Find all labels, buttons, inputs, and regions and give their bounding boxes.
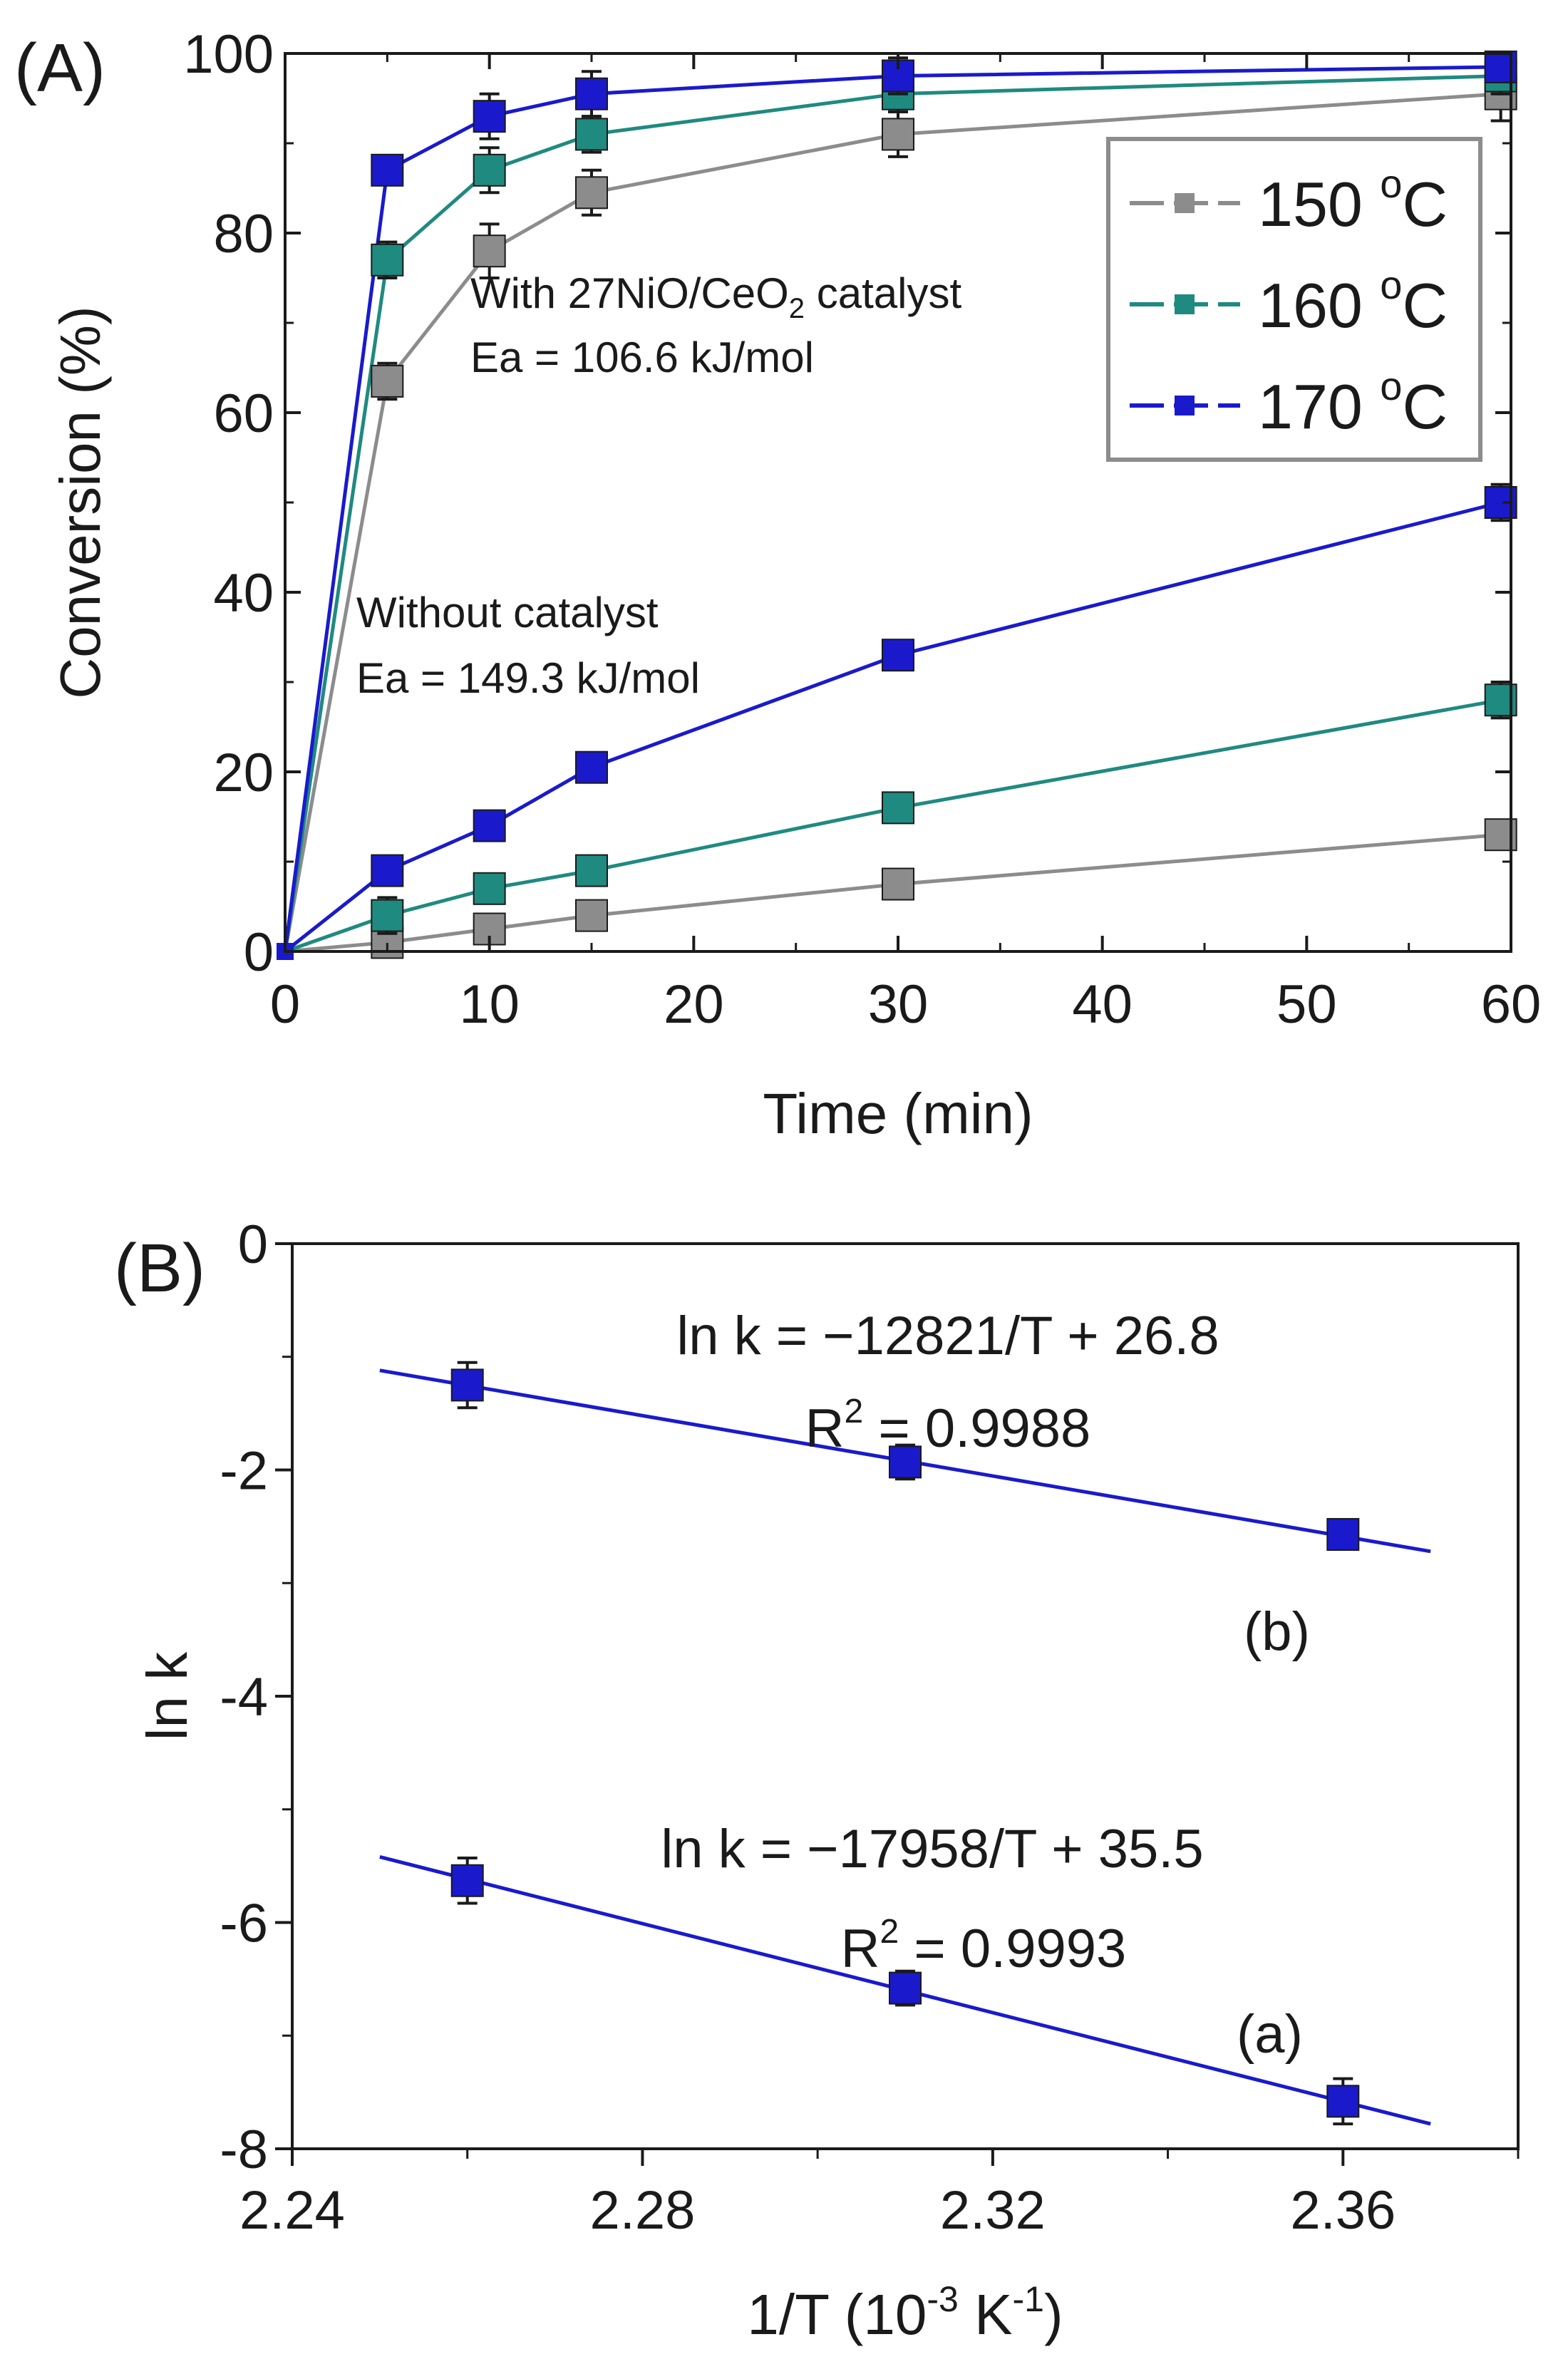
panel-b-ticks: 2.24 2.28 2.32 2.36 0 -2 -4 -6 -8 [220, 1214, 1520, 2241]
legend-marker-170 [1175, 396, 1195, 416]
series-line-with_catalyst-160 [283, 74, 1501, 952]
data-point-b-0 [450, 1368, 484, 1402]
data-point-with_catalyst-170-2 [473, 100, 506, 133]
y-tick-label: 100 [183, 24, 274, 85]
data-point-with_catalyst-170-3 [575, 77, 608, 110]
y-tick-label: -6 [220, 1894, 268, 1954]
data-point-without_catalyst-170-3 [575, 750, 608, 784]
x-tick-label: 50 [1276, 974, 1337, 1035]
y-tick-label: 60 [213, 383, 274, 444]
data-point-b-2 [1326, 1517, 1360, 1551]
y-tick-label: -4 [220, 1667, 268, 1728]
fit-equation-b: ln k = −12821/T + 26.8 [676, 1306, 1219, 1366]
without-catalyst-ea: Ea = 149.3 kJ/mol [356, 654, 700, 702]
panel-b-y-axis-label: ln k [135, 1651, 199, 1740]
data-point-with_catalyst-170-1 [371, 153, 404, 187]
y-tick-label: 20 [213, 743, 274, 803]
y-tick-label: -8 [220, 2120, 268, 2180]
data-point-without_catalyst-170-2 [473, 809, 506, 842]
x-tick-label: 2.36 [1290, 2180, 1396, 2241]
x-tick-label: 0 [270, 974, 300, 1035]
with-catalyst-annotation: With 27NiO/CeO2 catalyst [470, 269, 961, 324]
panel-a-x-axis-label: Time (min) [763, 1082, 1033, 1145]
y-tick-label: 80 [213, 204, 274, 264]
legend-label-150: 150 oC [1258, 161, 1448, 239]
x-tick-label: 20 [664, 974, 724, 1035]
data-point-without_catalyst-150-4 [882, 867, 914, 901]
data-point-with_catalyst-160-2 [473, 153, 506, 187]
data-point-with_catalyst-150-1 [371, 364, 404, 398]
series-line-with_catalyst-170 [283, 65, 1501, 952]
panel-a-y-axis-label: Conversion (%) [48, 306, 112, 698]
without-catalyst-annotation: Without catalyst [356, 589, 659, 636]
data-point-a-0 [450, 1864, 484, 1897]
data-point-without_catalyst-160-3 [575, 854, 608, 887]
data-point-b-1 [889, 1445, 922, 1479]
legend: 150 oC 160 oC 170 oC [1106, 137, 1482, 462]
data-point-with_catalyst-160-3 [575, 118, 608, 151]
legend-label-170: 170 oC [1258, 363, 1448, 442]
y-tick-label: 0 [244, 922, 274, 983]
y-tick-label: -2 [220, 1441, 268, 1502]
data-point-with_catalyst-150-4 [882, 118, 914, 151]
data-point-without_catalyst-160-2 [473, 872, 506, 905]
fit-r2-a: R2 = 0.9993 [841, 1913, 1127, 1979]
panel-a: (A) 0 10 20 30 40 50 60 0 20 40 60 80 100 Conversion… [14, 24, 1541, 1145]
series-line-without_catalyst-150 [284, 832, 1501, 954]
data-point-a-1 [889, 1971, 922, 2005]
series-label-a: (a) [1237, 2004, 1303, 2065]
y-tick-label: 0 [238, 1214, 268, 1275]
with-catalyst-ea: Ea = 106.6 kJ/mol [470, 334, 814, 381]
x-tick-label: 40 [1072, 974, 1133, 1035]
data-point-without_catalyst-170-4 [882, 639, 914, 672]
x-tick-label: 2.32 [940, 2180, 1046, 2241]
fit-equation-a: ln k = −17958/T + 35.5 [661, 1819, 1203, 1879]
series-line-with_catalyst-150 [283, 92, 1501, 952]
legend-label-160: 160 oC [1258, 262, 1448, 341]
data-point-without_catalyst-160-1 [371, 899, 404, 932]
legend-marker-150 [1175, 193, 1195, 213]
data-point-with_catalyst-150-2 [473, 234, 506, 268]
x-tick-label: 30 [868, 974, 929, 1035]
panel-b-x-axis-label: 1/T (10-3 K-1) [747, 2279, 1063, 2346]
x-tick-label: 2.28 [589, 2180, 695, 2241]
data-point-without_catalyst-160-4 [882, 791, 914, 825]
series-label-b: (b) [1244, 1601, 1310, 1662]
data-point-a-2 [1326, 2085, 1360, 2118]
panel-b-label: (B) [114, 1230, 205, 1306]
data-point-without_catalyst-170-1 [371, 854, 404, 887]
y-tick-label: 40 [213, 563, 274, 624]
x-tick-label: 10 [459, 974, 520, 1035]
data-point-without_catalyst-150-3 [575, 899, 608, 932]
series-line-without_catalyst-170 [284, 500, 1502, 953]
x-tick-label: 2.24 [239, 2180, 345, 2241]
x-tick-label: 60 [1481, 974, 1542, 1035]
panel-b: (B) 2.24 2.28 2.32 2.36 0 -2 -4 -6 -8 ln k 1/T (… [114, 1214, 1520, 2346]
fit-r2-b: R2 = 0.9988 [805, 1393, 1091, 1459]
data-point-with_catalyst-150-3 [575, 176, 608, 210]
series-line-without_catalyst-160 [284, 698, 1502, 954]
data-point-with_catalyst-160-1 [371, 243, 404, 277]
panel-a-label: (A) [14, 30, 105, 106]
legend-marker-160 [1175, 294, 1195, 314]
panel-a-ticks: 0 10 20 30 40 50 60 0 20 40 60 80 100 [183, 24, 1541, 1035]
legend-box [1106, 137, 1482, 462]
panel-b-marks [379, 1361, 1431, 2126]
